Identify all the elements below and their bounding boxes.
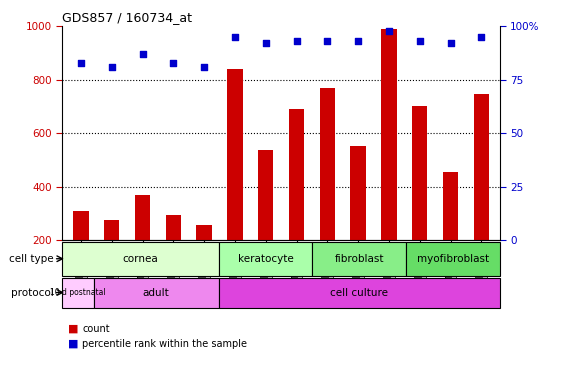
Bar (227, 69, 243, 293)
Text: protocol: protocol (11, 288, 54, 297)
Text: fibroblast: fibroblast (335, 254, 384, 264)
Text: cell culture: cell culture (330, 288, 389, 297)
Bar (219, 278, 500, 308)
Text: count: count (82, 324, 110, 334)
Bar (197, 225, 212, 293)
Bar (350, 147, 366, 293)
Text: cornea: cornea (123, 254, 158, 264)
Bar (320, 88, 335, 293)
Point (231, 34, 240, 40)
Bar (412, 106, 428, 293)
Text: ■: ■ (68, 324, 78, 334)
Point (446, 40, 455, 46)
Text: GDS857 / 160734_at: GDS857 / 160734_at (62, 11, 193, 24)
Text: cell type: cell type (9, 254, 54, 264)
Point (107, 64, 116, 70)
Point (77, 60, 86, 66)
Bar (94, 278, 219, 308)
Bar (135, 195, 151, 293)
Bar (258, 150, 273, 293)
Point (354, 38, 363, 44)
Point (415, 38, 424, 44)
Point (169, 60, 178, 66)
Text: percentile rank within the sample: percentile rank within the sample (82, 339, 247, 349)
Text: keratocyte: keratocyte (237, 254, 294, 264)
Text: ■: ■ (68, 339, 78, 349)
Bar (73, 211, 89, 293)
Bar (62, 278, 94, 308)
Point (292, 38, 301, 44)
Point (199, 64, 208, 70)
Point (138, 51, 147, 57)
Point (323, 38, 332, 44)
Bar (406, 242, 500, 276)
Bar (219, 242, 312, 276)
Text: myofibroblast: myofibroblast (417, 254, 489, 264)
Bar (289, 109, 304, 293)
Bar (474, 94, 489, 293)
Bar (62, 242, 219, 276)
Point (385, 27, 394, 33)
Bar (381, 29, 396, 293)
Point (477, 34, 486, 40)
Bar (104, 220, 119, 293)
Bar (166, 214, 181, 293)
Text: 10 d postnatal: 10 d postnatal (51, 288, 106, 297)
Point (261, 40, 270, 46)
Bar (312, 242, 406, 276)
Bar (443, 172, 458, 293)
Text: adult: adult (143, 288, 170, 297)
